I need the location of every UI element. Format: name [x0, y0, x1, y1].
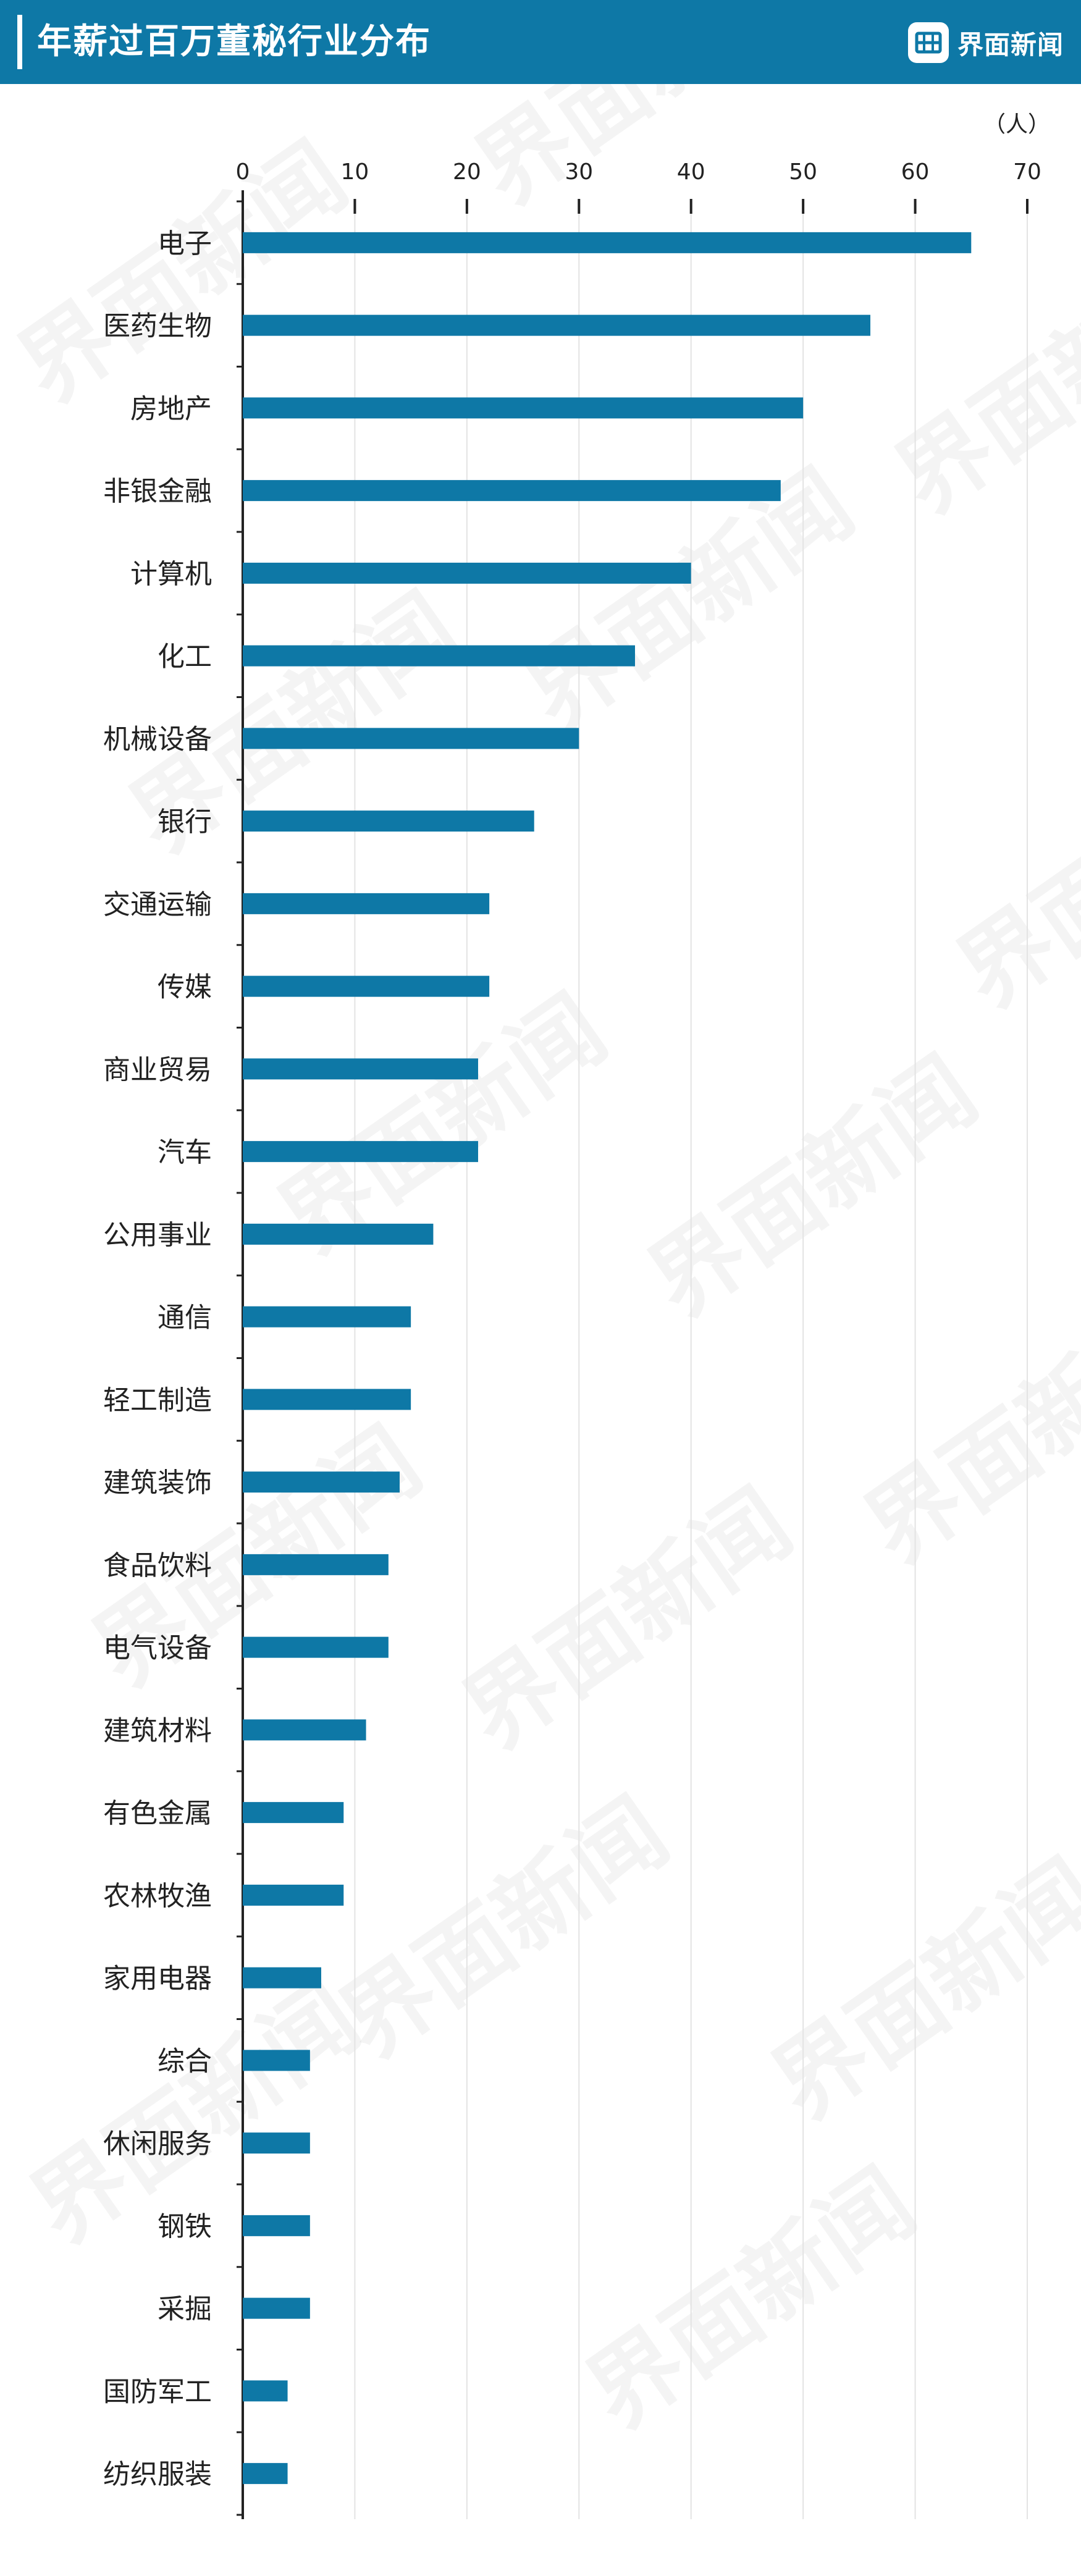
bar	[243, 1884, 344, 1906]
bar	[243, 1719, 366, 1741]
unit-label: （人）	[983, 112, 1050, 137]
category-label: 非银金融	[103, 476, 212, 507]
category-label: 商业贸易	[103, 1054, 212, 1085]
header-banner: 年薪过百万董秘行业分布 界面新闻	[0, 0, 1081, 84]
category-label: 钢铁	[158, 2211, 212, 2242]
bar	[243, 2380, 288, 2402]
category-label: 通信	[158, 1302, 212, 1334]
bar	[243, 1058, 478, 1080]
category-label: 房地产	[130, 393, 212, 424]
bar	[243, 1141, 478, 1163]
x-tick-label: 70	[1013, 159, 1041, 185]
x-tick-label: 10	[341, 159, 369, 185]
bar	[243, 562, 691, 584]
category-label: 机械设备	[103, 723, 212, 755]
bar	[243, 1389, 411, 1410]
bar	[243, 810, 534, 832]
bar	[243, 975, 490, 997]
category-label: 家用电器	[103, 1963, 212, 1995]
category-label: 纺织服装	[103, 2459, 212, 2490]
category-label: 农林牧渔	[103, 1880, 212, 1912]
bar	[243, 2463, 288, 2485]
bar	[243, 728, 579, 749]
category-label: 有色金属	[103, 1798, 212, 1829]
x-tick-label: 20	[453, 159, 481, 185]
brand-name: 界面新闻	[957, 29, 1064, 60]
x-tick-label: 50	[789, 159, 817, 185]
bar	[243, 645, 635, 667]
bar	[243, 1306, 411, 1328]
category-label: 休闲服务	[103, 2128, 212, 2160]
bar	[243, 2050, 310, 2071]
bar	[243, 2297, 310, 2319]
bar	[243, 1554, 389, 1575]
page-title: 年薪过百万董秘行业分布	[37, 22, 431, 62]
bar	[243, 1223, 434, 1245]
category-label: 交通运输	[103, 889, 212, 920]
category-label: 公用事业	[103, 1219, 212, 1251]
bar	[243, 1802, 344, 1824]
x-tick-label: 60	[901, 159, 930, 185]
bar	[243, 893, 490, 914]
x-tick-label: 40	[677, 159, 705, 185]
bar	[243, 1471, 400, 1493]
category-label: 计算机	[130, 558, 212, 590]
bar	[243, 397, 804, 419]
bar	[243, 1636, 389, 1658]
category-label: 电气设备	[103, 1633, 212, 1664]
category-label: 综合	[158, 2045, 212, 2077]
brand-logo-icon	[907, 22, 949, 63]
x-tick-label: 30	[565, 159, 593, 185]
bar	[243, 232, 972, 253]
bar	[243, 2215, 310, 2236]
header-accent-bar	[17, 15, 22, 69]
category-label: 银行	[158, 806, 212, 838]
bar	[243, 1967, 321, 1989]
category-label: 汽车	[158, 1137, 212, 1168]
brand: 界面新闻	[907, 21, 1064, 64]
category-label: 电子	[158, 228, 212, 259]
category-label: 采掘	[158, 2294, 212, 2325]
category-label: 国防军工	[103, 2376, 212, 2407]
bar	[243, 480, 781, 502]
category-label: 食品饮料	[103, 1550, 212, 1581]
category-label: 建筑材料	[103, 1715, 212, 1746]
category-label: 医药生物	[103, 311, 212, 342]
category-label: 轻工制造	[103, 1384, 212, 1416]
bar	[243, 314, 870, 336]
x-tick-label: 0	[236, 159, 250, 185]
category-label: 建筑装饰	[103, 1467, 212, 1499]
category-label: 传媒	[158, 972, 212, 1003]
bar	[243, 2132, 310, 2154]
category-label: 化工	[158, 641, 212, 673]
